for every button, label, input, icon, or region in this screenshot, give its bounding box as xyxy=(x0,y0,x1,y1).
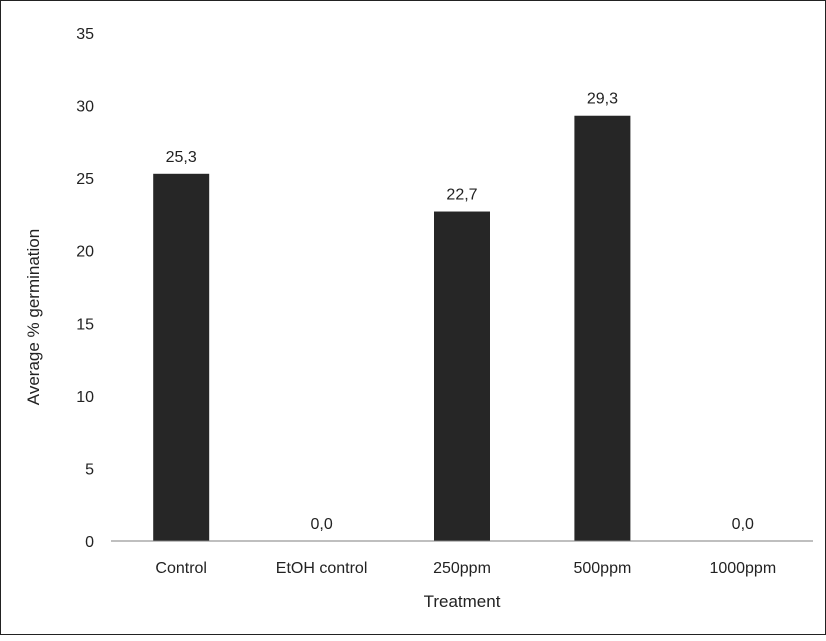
bar xyxy=(574,115,631,541)
bars xyxy=(153,115,631,542)
x-tick-label: Control xyxy=(155,560,207,577)
y-tick-label: 20 xyxy=(76,244,94,261)
x-tick-label: EtOH control xyxy=(276,560,368,577)
y-tick-label: 0 xyxy=(85,534,94,551)
bar xyxy=(434,211,490,542)
y-tick-label: 25 xyxy=(76,171,94,188)
x-axis-title: Treatment xyxy=(424,592,501,611)
y-tick-labels: 0 5 10 15 20 25 30 35 xyxy=(76,26,94,551)
y-axis-title: Average % germination xyxy=(24,229,43,405)
x-tick-label: 1000ppm xyxy=(709,560,776,577)
x-tick-label: 250ppm xyxy=(433,560,491,577)
y-tick-label: 10 xyxy=(76,389,94,406)
y-tick-label: 30 xyxy=(76,99,94,116)
x-tick-label: 500ppm xyxy=(573,560,631,577)
bar xyxy=(153,173,210,541)
data-label: 29,3 xyxy=(587,91,618,108)
y-tick-label: 15 xyxy=(76,316,94,333)
data-labels: 25,3 0,0 22,7 29,3 0,0 xyxy=(166,91,754,533)
y-tick-label: 35 xyxy=(76,26,94,43)
x-tick-labels: Control EtOH control 250ppm 500ppm 1000ppm xyxy=(155,560,776,577)
data-label: 0,0 xyxy=(310,516,332,533)
y-tick-label: 5 xyxy=(85,461,94,478)
data-label: 25,3 xyxy=(166,149,197,166)
data-label: 0,0 xyxy=(732,516,754,533)
data-label: 22,7 xyxy=(446,187,477,204)
